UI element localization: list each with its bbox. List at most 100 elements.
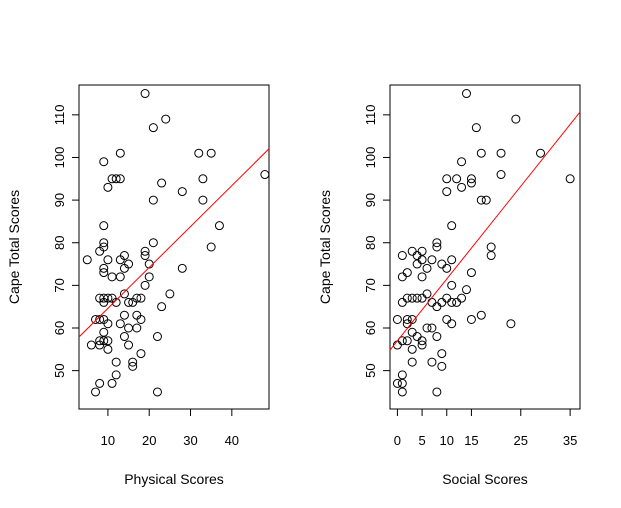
data-point <box>466 178 476 188</box>
data-point <box>486 242 496 252</box>
data-point <box>422 289 432 299</box>
data-point <box>476 148 486 158</box>
data-point <box>536 148 546 158</box>
data-point <box>461 285 471 295</box>
data-point <box>115 319 125 329</box>
data-point <box>457 182 467 192</box>
x-tick-label: 25 <box>514 433 528 448</box>
data-point <box>177 263 187 273</box>
data-point <box>111 297 121 307</box>
x-tick-label: 10 <box>101 433 115 448</box>
data-point <box>111 357 121 367</box>
x-tick-label: 20 <box>142 433 156 448</box>
data-point <box>402 268 412 278</box>
y-tick-label: 70 <box>52 278 67 292</box>
data-point <box>402 336 412 346</box>
data-point <box>422 263 432 273</box>
data-point <box>157 178 167 188</box>
regression-line <box>78 148 270 338</box>
x-tick-label: 5 <box>418 433 425 448</box>
y-tick-label: 100 <box>363 147 378 169</box>
data-point <box>412 293 422 303</box>
data-point <box>107 378 117 388</box>
data-point <box>95 314 105 324</box>
y-tick-label: 110 <box>363 104 378 125</box>
data-point <box>476 310 486 320</box>
x-tick-label: 15 <box>464 433 478 448</box>
data-point <box>103 319 113 329</box>
y-tick-label: 90 <box>52 193 67 207</box>
data-point <box>432 387 442 397</box>
data-point <box>177 187 187 197</box>
data-point <box>407 314 417 324</box>
data-point <box>417 272 427 282</box>
data-point <box>397 251 407 261</box>
data-point <box>157 302 167 312</box>
data-point <box>161 114 171 124</box>
data-point <box>447 221 457 231</box>
data-point <box>402 293 412 303</box>
x-tick-label: 10 <box>440 433 454 448</box>
data-point <box>407 293 417 303</box>
data-point <box>103 336 113 346</box>
y-axis-label: Cape Total Scores <box>6 190 22 304</box>
data-point <box>103 182 113 192</box>
data-point <box>417 255 427 265</box>
physical-scatter-panel: 50 60 70 80 90 100 110 10 20 30 40 Physical Score… <box>6 84 270 487</box>
data-point <box>442 174 452 184</box>
data-point <box>397 336 407 346</box>
data-point <box>452 174 462 184</box>
data-point <box>198 195 208 205</box>
data-point <box>132 293 142 303</box>
data-point <box>99 242 109 252</box>
data-point <box>165 289 175 299</box>
regression-line <box>389 111 581 351</box>
data-point <box>194 148 204 158</box>
y-tick-label: 100 <box>52 147 67 169</box>
data-point <box>461 89 471 99</box>
data-point <box>471 123 481 133</box>
data-point <box>427 323 437 333</box>
data-point <box>206 242 216 252</box>
y-tick-label: 60 <box>363 321 378 335</box>
data-point <box>476 195 486 205</box>
data-point <box>392 314 402 324</box>
data-point <box>457 293 467 303</box>
data-point <box>99 268 109 278</box>
data-point <box>136 314 146 324</box>
data-point <box>115 174 125 184</box>
data-point <box>417 340 427 350</box>
data-point <box>397 378 407 388</box>
data-point <box>486 251 496 261</box>
x-axis-label: Social Scores <box>442 471 528 487</box>
x-tick-label: 35 <box>563 433 577 448</box>
data-point <box>148 238 158 248</box>
data-point <box>103 293 113 303</box>
data-point <box>115 272 125 282</box>
data-point <box>115 148 125 158</box>
data-point <box>466 268 476 278</box>
y-tick-label: 90 <box>363 193 378 207</box>
data-point <box>124 340 134 350</box>
data-point <box>99 221 109 231</box>
data-point <box>260 170 270 180</box>
data-point <box>119 289 129 299</box>
data-point <box>447 319 457 329</box>
data-point <box>447 255 457 265</box>
y-axis-label: Cape Total Scores <box>317 190 333 304</box>
data-point <box>565 174 575 184</box>
data-point <box>111 370 121 380</box>
y-tick-label: 70 <box>363 278 378 292</box>
data-point <box>432 242 442 252</box>
y-tick-label: 110 <box>52 104 67 125</box>
data-point <box>136 293 146 303</box>
data-point <box>124 259 134 269</box>
data-point <box>442 263 452 273</box>
data-point <box>214 221 224 231</box>
data-point <box>82 255 92 265</box>
data-point <box>447 280 457 290</box>
data-point <box>432 238 442 248</box>
data-point <box>119 251 129 261</box>
